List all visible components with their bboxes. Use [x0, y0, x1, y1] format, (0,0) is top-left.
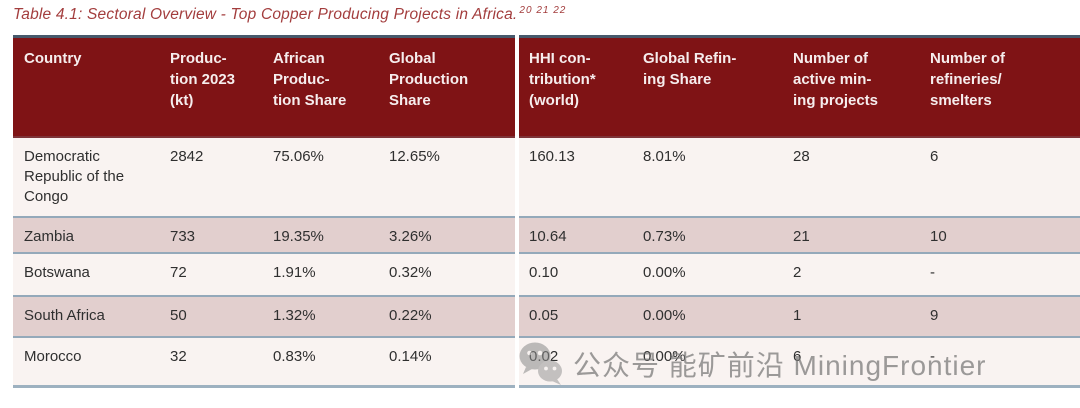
- cell-refineries-smelters: 6: [920, 136, 1080, 217]
- cell-african-share: 1.91%: [262, 251, 378, 296]
- cell-active-projects: 1: [783, 294, 920, 337]
- table-row: Morocco 32 0.83% 0.14%: [13, 335, 515, 388]
- cell-active-projects: 2: [783, 251, 920, 296]
- cell-refineries-smelters: -: [920, 251, 1080, 296]
- col-header-country: Country: [13, 35, 159, 138]
- cell-global-share: 0.32%: [378, 251, 515, 296]
- col-header-hhi-contribution: HHI con- tribution* (world): [519, 35, 633, 138]
- cell-refining-share: 0.00%: [633, 294, 783, 337]
- cell-global-share: 3.26%: [378, 215, 515, 253]
- header-row: Country Produc- tion 2023 (kt) African P…: [13, 35, 515, 138]
- table-row: 10.64 0.73% 21 10: [519, 215, 1080, 253]
- table-row: South Africa 50 1.32% 0.22%: [13, 294, 515, 337]
- col-header-refineries-smelters: Number of refineries/ smelters: [920, 35, 1080, 138]
- caption-text: Table 4.1: Sectoral Overview - Top Coppe…: [13, 6, 518, 24]
- table-row: Democratic Republic of the Congo 2842 75…: [13, 136, 515, 217]
- table-row: 0.10 0.00% 2 -: [519, 251, 1080, 296]
- header-row: HHI con- tribution* (world) Global Refin…: [519, 35, 1080, 138]
- cell-active-projects: 21: [783, 215, 920, 253]
- col-header-refining-share: Global Refin- ing Share: [633, 35, 783, 138]
- cell-hhi-contribution: 10.64: [519, 215, 633, 253]
- col-header-active-projects: Number of active min- ing projects: [783, 35, 920, 138]
- cell-refineries-smelters: 10: [920, 215, 1080, 253]
- cell-country: Democratic Republic of the Congo: [13, 136, 159, 217]
- cell-production-2023: 2842: [159, 136, 262, 217]
- cell-active-projects: 28: [783, 136, 920, 217]
- cell-production-2023: 733: [159, 215, 262, 253]
- cell-african-share: 75.06%: [262, 136, 378, 217]
- cell-refining-share: 8.01%: [633, 136, 783, 217]
- col-header-african-share: African Produc- tion Share: [262, 35, 378, 138]
- cell-hhi-contribution: 160.13: [519, 136, 633, 217]
- table-group-right: HHI con- tribution* (world) Global Refin…: [519, 35, 1080, 388]
- cell-production-2023: 32: [159, 335, 262, 388]
- cell-production-2023: 72: [159, 251, 262, 296]
- cell-country: Botswana: [13, 251, 159, 296]
- cell-refineries-smelters: 9: [920, 294, 1080, 337]
- cell-refining-share: 0.00%: [633, 335, 783, 388]
- cell-global-share: 0.14%: [378, 335, 515, 388]
- cell-african-share: 1.32%: [262, 294, 378, 337]
- cell-country: South Africa: [13, 294, 159, 337]
- cell-refining-share: 0.73%: [633, 215, 783, 253]
- cell-hhi-contribution: 0.02: [519, 335, 633, 388]
- cell-african-share: 0.83%: [262, 335, 378, 388]
- cell-african-share: 19.35%: [262, 215, 378, 253]
- caption-footnote-refs: 20 21 22: [519, 5, 567, 16]
- table-group-left: Country Produc- tion 2023 (kt) African P…: [13, 35, 515, 388]
- cell-country: Zambia: [13, 215, 159, 253]
- cell-production-2023: 50: [159, 294, 262, 337]
- cell-refineries-smelters: -: [920, 335, 1080, 388]
- cell-refining-share: 0.00%: [633, 251, 783, 296]
- col-header-production-2023: Produc- tion 2023 (kt): [159, 35, 262, 138]
- col-header-global-share: Global Production Share: [378, 35, 515, 138]
- cell-country: Morocco: [13, 335, 159, 388]
- table-row: Zambia 733 19.35% 3.26%: [13, 215, 515, 253]
- table-caption: Table 4.1: Sectoral Overview - Top Coppe…: [13, 5, 566, 24]
- table-row: 160.13 8.01% 28 6: [519, 136, 1080, 217]
- cell-active-projects: 6: [783, 335, 920, 388]
- cell-global-share: 0.22%: [378, 294, 515, 337]
- table-row: 0.02 0.00% 6 -: [519, 335, 1080, 388]
- table-row: 0.05 0.00% 1 9: [519, 294, 1080, 337]
- cell-hhi-contribution: 0.05: [519, 294, 633, 337]
- cell-hhi-contribution: 0.10: [519, 251, 633, 296]
- table-row: Botswana 72 1.91% 0.32%: [13, 251, 515, 296]
- cell-global-share: 12.65%: [378, 136, 515, 217]
- sector-overview-table: Country Produc- tion 2023 (kt) African P…: [13, 35, 1080, 388]
